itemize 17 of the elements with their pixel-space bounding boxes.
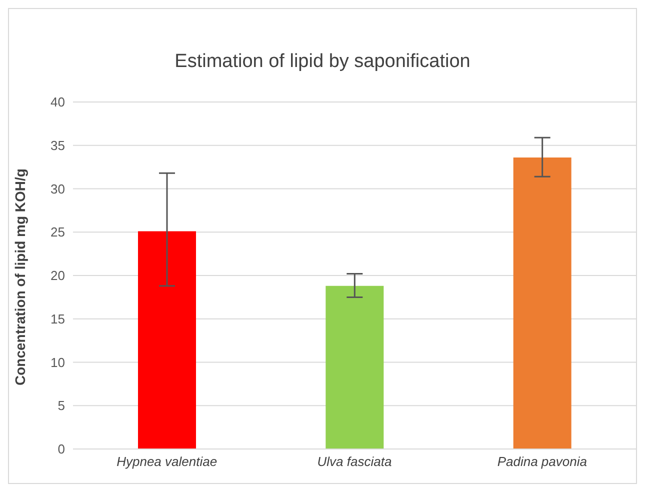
chart-title: Estimation of lipid by saponification	[174, 51, 472, 73]
y-tick-label: 35	[50, 138, 65, 153]
y-tick-label: 10	[50, 354, 65, 370]
x-tick-label: Hypnea valentiae	[116, 454, 218, 470]
y-tick-label: 40	[50, 94, 65, 110]
y-axis-title: Concentration of lipid mg KOH/g	[12, 168, 28, 386]
x-tick-label: Ulva fasciata	[317, 454, 392, 470]
y-tick-label: 0	[58, 442, 65, 457]
y-tick-label: 20	[50, 268, 65, 284]
bar	[138, 231, 196, 449]
y-tick-label: 15	[50, 311, 65, 326]
y-tick-label: 30	[50, 181, 65, 196]
y-tick-label: 5	[58, 398, 65, 414]
x-tick-label: Padina pavonia	[497, 454, 587, 470]
y-tick-label: 25	[50, 224, 65, 240]
bar	[513, 158, 572, 449]
bar	[326, 286, 384, 449]
